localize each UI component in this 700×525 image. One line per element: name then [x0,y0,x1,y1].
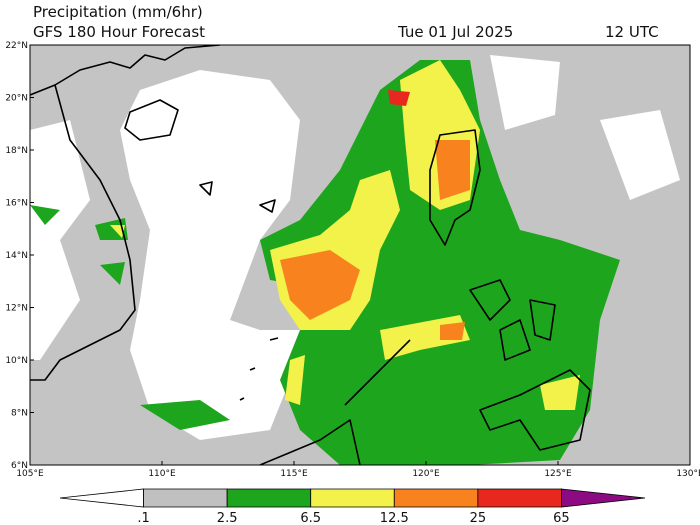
colorbar: .1 2.5 6.5 12.5 25 65 [59,488,646,525]
lon-label: 120°E [412,469,440,479]
coastline [30,84,136,381]
rain-area [260,60,620,465]
coastline [259,279,556,465]
date: Tue 01 Jul 2025 [397,23,513,41]
lat-label: 8°N [11,409,28,419]
colorbar-label: 2.5 [217,511,238,525]
colorbar-label: 12.5 [380,511,409,525]
colorbar-swatch [226,488,312,508]
rain-area [30,205,230,430]
rain-area [388,90,410,106]
lat-label: 20°N [5,94,28,104]
rain-area [280,140,470,340]
lon-label: 105°E [16,469,44,479]
colorbar-swatch [310,488,395,508]
no-rain [490,55,560,130]
no-rain [600,110,680,200]
colorbar-swatch [59,488,144,508]
colorbar-label: 25 [470,511,487,525]
colorbar-label: 6.5 [300,511,321,525]
colorbar-label: 65 [553,511,570,525]
subtitle: GFS 180 Hour Forecast [33,23,205,41]
lat-label: 16°N [5,199,28,209]
lat-label: 10°N [5,356,28,366]
lat-label: 6°N [11,461,28,471]
colorbar-swatch [477,488,562,508]
lon-label: 115°E [280,469,308,479]
colorbar-swatch [143,488,228,508]
title: Precipitation (mm/6hr) [33,3,203,21]
lat-label: 14°N [5,251,28,261]
lat-label: 12°N [5,304,28,314]
colorbar-label: .1 [137,511,149,525]
coastline [479,369,591,451]
coastline [124,99,179,141]
lon-label: 125°E [544,469,572,479]
no-rain [120,70,300,440]
coastline [199,181,279,401]
colorbar-swatch [561,488,646,508]
time: 12 UTC [605,23,659,41]
coastline [54,45,221,86]
lat-label: 22°N [5,41,28,51]
lat-label: 18°N [5,146,28,156]
lon-label: 130°E [676,469,700,479]
no-rain [30,120,90,360]
colorbar-swatch [393,488,479,508]
lon-label: 110°E [148,469,176,479]
map [29,44,691,466]
coastline [429,129,481,246]
